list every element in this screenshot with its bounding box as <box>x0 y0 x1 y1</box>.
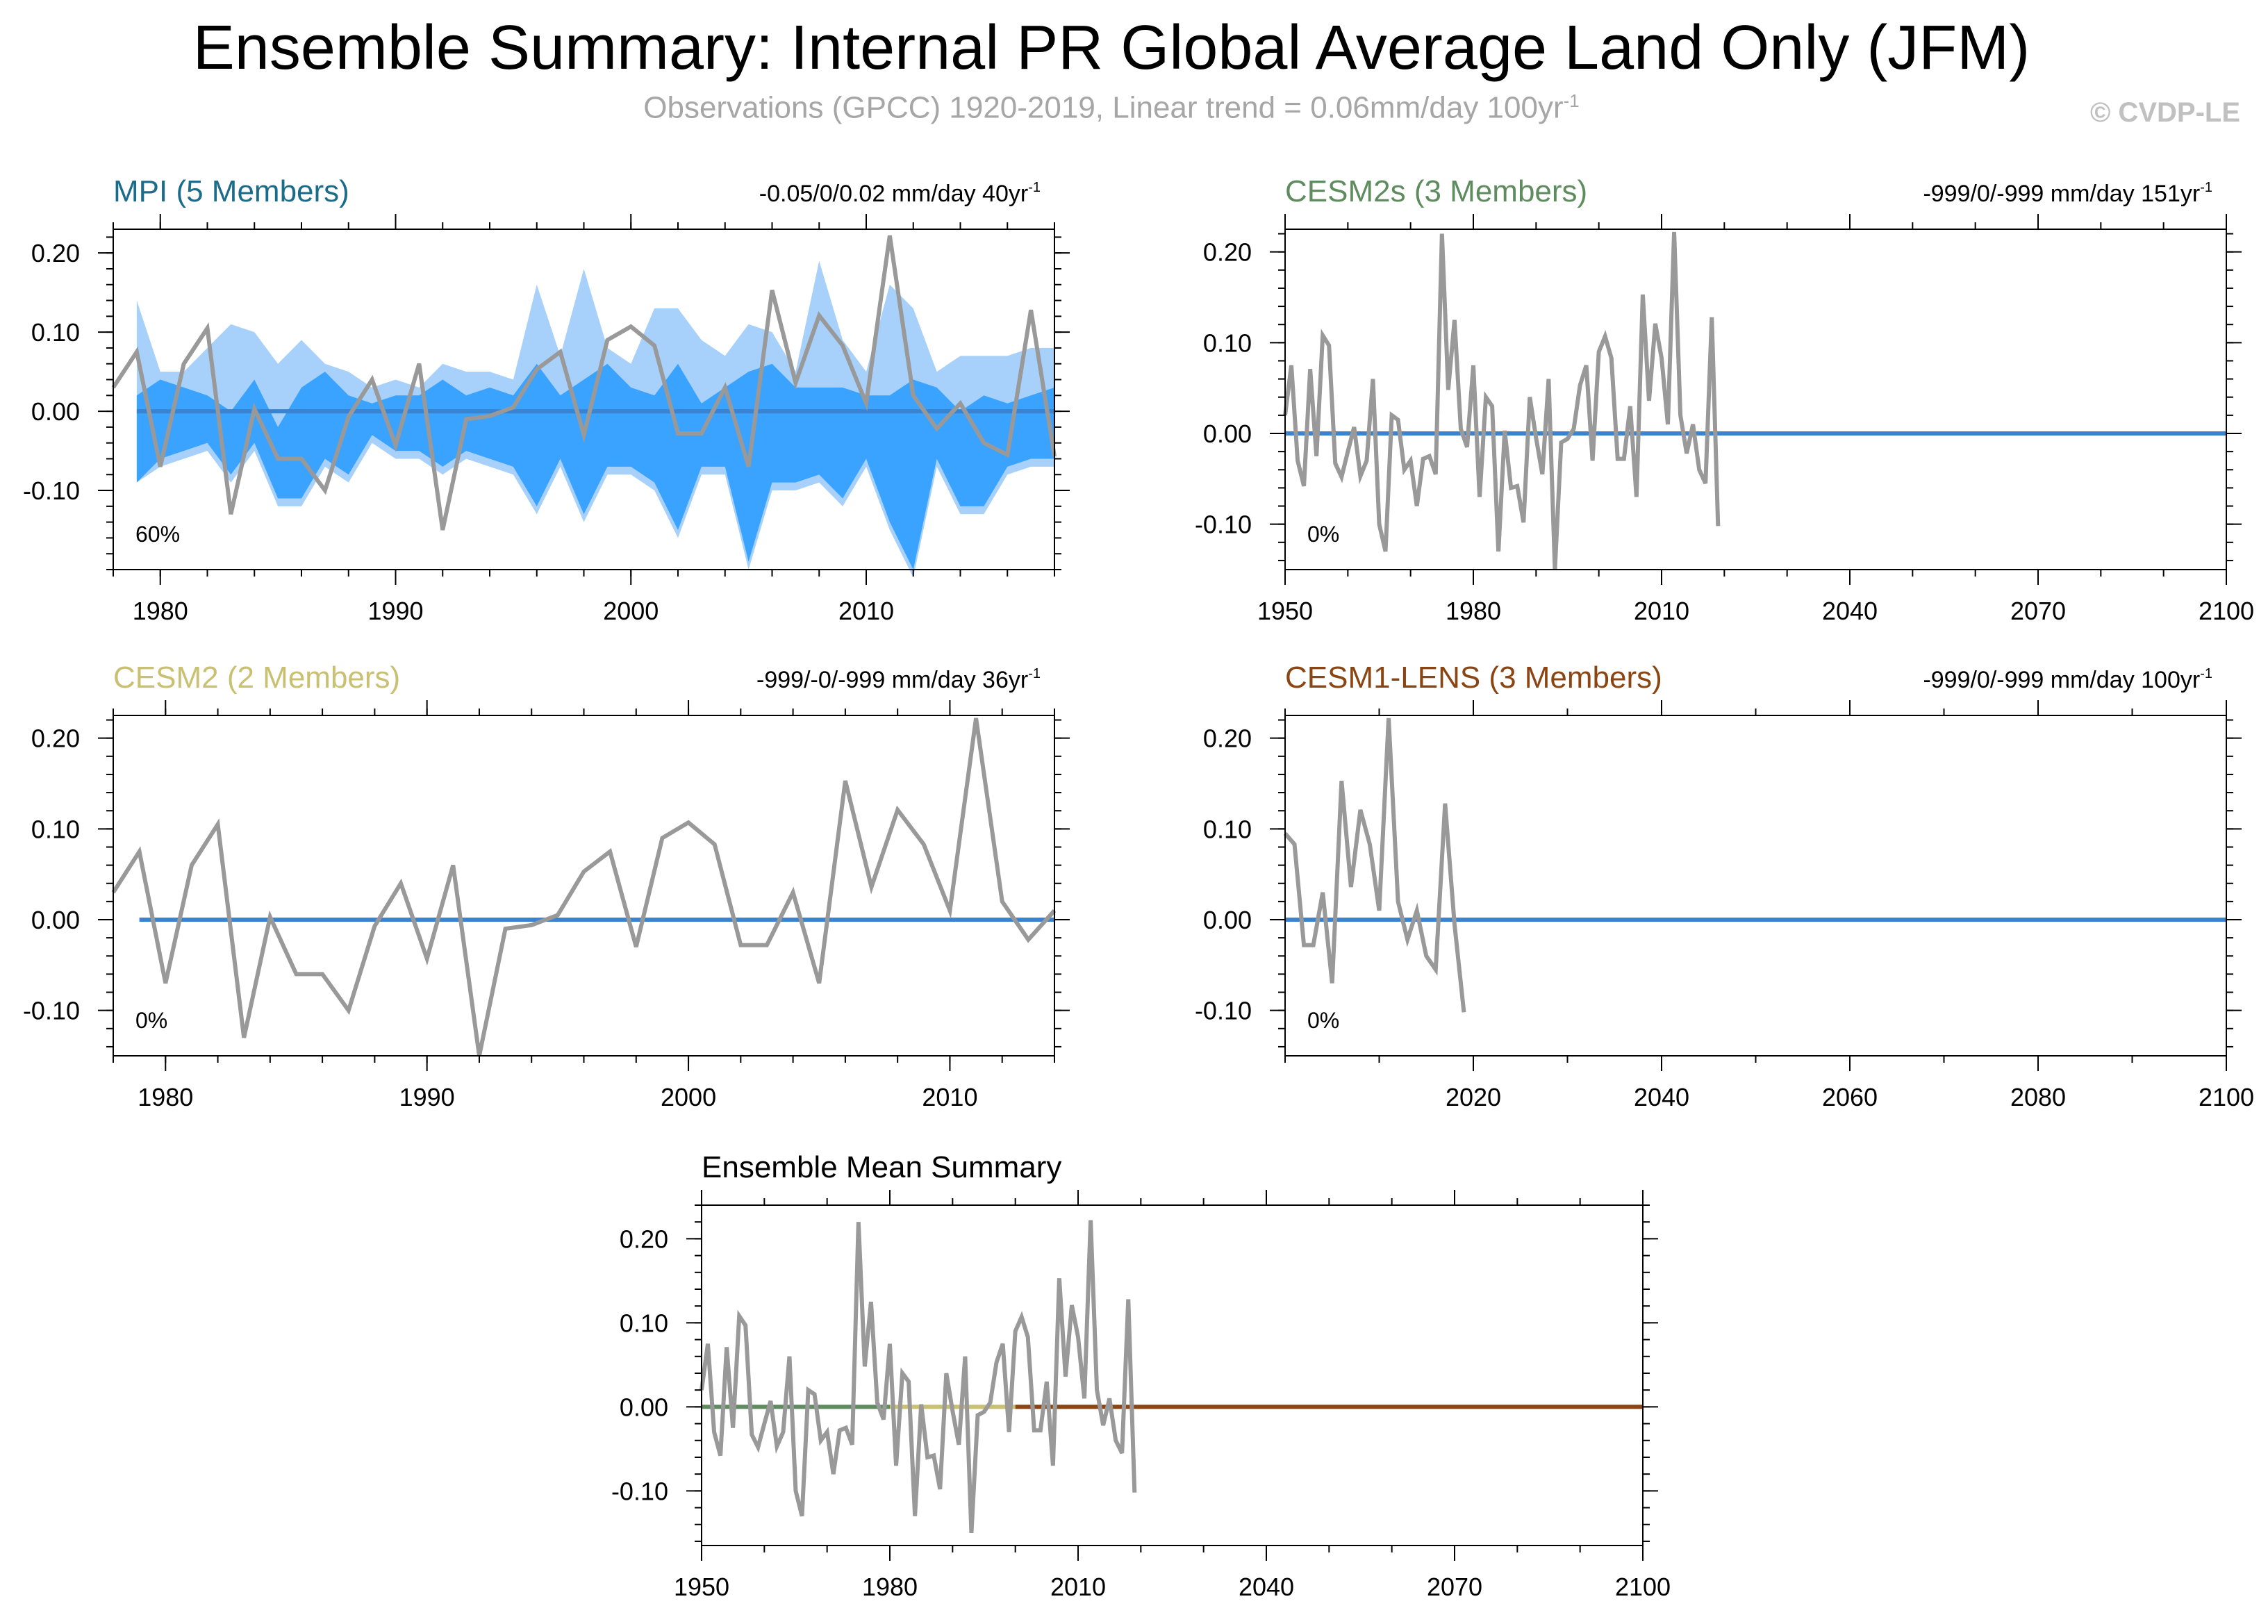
observations-line <box>1283 718 1466 1013</box>
x-tick-label: 2100 <box>2199 1083 2254 1111</box>
panel-cesm2: 1980 1990 2000 2010 0.20 0.10 0.00 -0.10 CESM2 (… <box>23 661 1070 1111</box>
x-tick-label: 1980 <box>133 597 188 625</box>
x-tick-label: 2040 <box>1239 1573 1294 1601</box>
x-tick-label: 2010 <box>1050 1573 1106 1601</box>
trend-label-superscript: -1 <box>2200 180 2212 195</box>
y-tick-label: 0.20 <box>1203 724 1252 753</box>
percent-label: 60% <box>135 522 180 547</box>
x-tick-label: 1990 <box>367 597 423 625</box>
y-tick-label: 0.20 <box>1203 238 1252 267</box>
x-tick-label: 2010 <box>838 597 894 625</box>
trend-label: -0.05/0/0.02 mm/day 40yr-1 <box>759 180 1041 207</box>
y-tick-label: 0.00 <box>1203 420 1252 448</box>
y-tick-label: 0.00 <box>620 1393 668 1421</box>
plot-frame <box>113 715 1055 1057</box>
y-tick-label: 0.10 <box>1203 815 1252 843</box>
panel-title: CESM2s (3 Members) <box>1285 174 1587 208</box>
observations-line <box>1283 231 1721 570</box>
trend-label-superscript: -1 <box>1028 180 1041 195</box>
x-tick-label: 2010 <box>922 1083 977 1111</box>
x-tick-label: 1990 <box>399 1083 455 1111</box>
x-tick-label: 1980 <box>1446 597 1501 625</box>
plot-frame <box>1284 229 2227 570</box>
plot-frame <box>1284 715 2227 1057</box>
percent-label: 0% <box>1307 1008 1339 1033</box>
x-tick-label: 1950 <box>674 1573 729 1601</box>
x-tick-label: 2070 <box>2010 597 2066 625</box>
figure-title: Ensemble Summary: Internal PR Global Ave… <box>192 13 2030 83</box>
y-tick-label: -0.10 <box>1195 511 1252 539</box>
x-tick-label: 2080 <box>2010 1083 2066 1111</box>
observations-line <box>111 718 1057 1057</box>
panel-mpi: 1980 1990 2000 2010 0.20 0.10 0.00 -0.10 MPI (5 … <box>23 174 1070 625</box>
x-tick-label: 2070 <box>1427 1573 1482 1601</box>
panel-title: CESM1-LENS (3 Members) <box>1285 661 1662 695</box>
y-tick-label: 0.10 <box>31 815 80 843</box>
y-tick-label: 0.10 <box>1203 329 1252 357</box>
trend-label-text: -0.05/0/0.02 mm/day 40yr <box>759 181 1028 207</box>
observations-line <box>700 1220 1137 1534</box>
percent-label: 0% <box>135 1008 167 1033</box>
x-tick-label: 2000 <box>661 1083 716 1111</box>
panel-cesm1: 2020 2040 2060 2080 2100 0.20 0.10 0.00 -0.10 CES… <box>1195 661 2254 1111</box>
y-tick-label: 0.00 <box>31 906 80 934</box>
panel-summary: 1950 1980 2010 2040 2070 2100 0.20 0.10 0.00 -0.1… <box>611 1150 1671 1601</box>
y-tick-label: 0.00 <box>31 397 80 426</box>
panel-title: CESM2 (2 Members) <box>113 661 400 695</box>
x-tick-label: 2000 <box>603 597 659 625</box>
trend-label-text: -999/-0/-999 mm/day 36yr <box>756 667 1028 693</box>
trend-label-text: -999/0/-999 mm/day 151yr <box>1923 181 2200 207</box>
trend-label: -999/-0/-999 mm/day 36yr-1 <box>756 666 1041 693</box>
x-tick-label: 2020 <box>1446 1083 1501 1111</box>
x-tick-label: 1950 <box>1257 597 1313 625</box>
figure-subtitle: Observations (GPCC) 1920-2019, Linear tr… <box>0 90 2223 126</box>
x-tick-label: 2100 <box>1615 1573 1671 1601</box>
x-tick-label: 1980 <box>138 1083 193 1111</box>
spread-inner-band <box>136 363 1054 570</box>
panel-cesm2s: 1950 1980 2010 2040 2070 2100 0.20 0.10 0.00 -0.1… <box>1195 174 2254 625</box>
y-tick-label: 0.10 <box>31 318 80 347</box>
x-tick-label: 2060 <box>1822 1083 1878 1111</box>
trend-label-superscript: -1 <box>2200 666 2212 681</box>
y-tick-label: -0.10 <box>23 477 80 505</box>
y-tick-label: 0.20 <box>31 724 80 753</box>
percent-label: 0% <box>1307 522 1339 547</box>
y-tick-label: -0.10 <box>1195 997 1252 1025</box>
observations-line <box>111 235 1057 531</box>
y-tick-label: 0.20 <box>620 1225 668 1253</box>
y-tick-label: 0.10 <box>620 1309 668 1337</box>
y-tick-label: 0.00 <box>1203 906 1252 934</box>
credit-label: © CVDP-LE <box>2089 97 2240 128</box>
plot-frame <box>701 1204 1644 1546</box>
y-tick-label: -0.10 <box>611 1477 668 1505</box>
trend-label-text: -999/0/-999 mm/day 100yr <box>1923 667 2200 693</box>
panel-title: Ensemble Mean Summary <box>702 1150 1061 1184</box>
trend-label: -999/0/-999 mm/day 100yr-1 <box>1923 666 2212 693</box>
y-tick-label: -0.10 <box>23 997 80 1025</box>
x-tick-label: 1980 <box>862 1573 918 1601</box>
x-tick-label: 2040 <box>1634 1083 1689 1111</box>
x-tick-label: 2040 <box>1822 597 1878 625</box>
x-tick-label: 2010 <box>1634 597 1689 625</box>
x-tick-label: 2100 <box>2199 597 2254 625</box>
subtitle-text: Observations (GPCC) 1920-2019, Linear tr… <box>643 90 1564 125</box>
panel-title: MPI (5 Members) <box>113 174 349 208</box>
trend-label-superscript: -1 <box>1028 666 1041 681</box>
y-tick-label: 0.20 <box>31 239 80 267</box>
trend-label: -999/0/-999 mm/day 151yr-1 <box>1923 180 2212 207</box>
subtitle-superscript: -1 <box>1563 90 1580 111</box>
